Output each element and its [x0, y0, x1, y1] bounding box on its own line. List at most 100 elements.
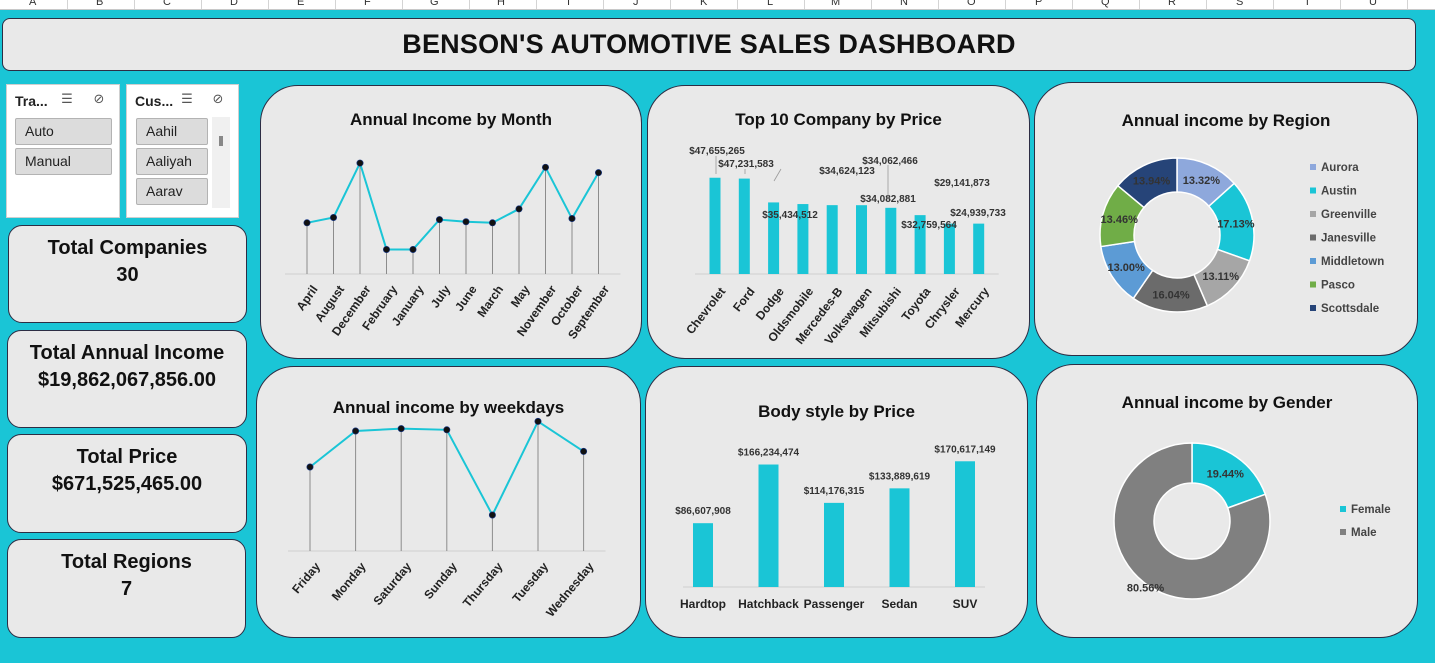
data-point: [303, 219, 311, 227]
dashboard-title: BENSON'S AUTOMOTIVE SALES DASHBOARD: [402, 29, 1016, 59]
column-header[interactable]: A: [29, 0, 37, 8]
slice-label: 13.46%: [1101, 214, 1139, 226]
slicer-header: Tra...: [15, 93, 48, 109]
slice-label: 13.32%: [1183, 175, 1221, 187]
slice: [1113, 442, 1271, 600]
x-tick-label: SUV: [953, 597, 978, 611]
x-tick-label: Hardtop: [680, 597, 726, 611]
clear-filter-icon[interactable]: ⊘: [93, 91, 105, 106]
slice-label: 19.44%: [1207, 468, 1245, 480]
column-header[interactable]: R: [1168, 0, 1176, 8]
column-header[interactable]: H: [497, 0, 505, 8]
kpi-label: Total Companies: [47, 237, 208, 259]
x-tick-label: May: [508, 282, 533, 309]
chart-body-style-by-price[interactable]: Body style by Price $86,607,908 $166,234,…: [645, 366, 1028, 638]
column-header[interactable]: T: [1304, 0, 1311, 8]
kpi-total-companies: Total Companies 30: [8, 225, 247, 323]
chart-title: Annual income by weekdays: [332, 398, 565, 417]
kpi-label: Total Annual Income: [29, 342, 225, 364]
data-label: $47,655,265: [689, 146, 745, 157]
data-point: [534, 417, 542, 425]
x-tick-label: March: [474, 283, 506, 320]
chart-top-10-company-by-price[interactable]: Top 10 Company by Price $47,655,265 $47,2…: [647, 85, 1030, 359]
data-point: [568, 215, 576, 223]
legend-entry: Female: [1351, 504, 1391, 516]
column-header[interactable]: N: [900, 0, 908, 8]
multi-select-icon[interactable]: ☰: [181, 91, 193, 106]
x-tick-label: Hatchback: [738, 597, 799, 611]
chart-annual-income-by-gender[interactable]: Annual income by Gender 19.44% 80.56% Fema…: [1036, 364, 1418, 638]
bar: [943, 223, 955, 274]
region-donut-chart: 13.32% 17.13% 13.11% 16.04% 13.00% 13.46% 13.9…: [1099, 157, 1384, 315]
slicer-item-manual[interactable]: Manual: [15, 148, 112, 175]
column-header[interactable]: J: [633, 0, 639, 8]
slice-label: 13.94%: [1133, 176, 1171, 188]
data-point: [580, 447, 588, 455]
column-header[interactable]: C: [163, 0, 171, 8]
data-point: [409, 245, 417, 253]
column-header[interactable]: G: [430, 0, 439, 8]
bar: [797, 204, 809, 274]
scroll-thumb[interactable]: [219, 136, 223, 146]
data-point: [330, 213, 338, 221]
column-header[interactable]: O: [967, 0, 976, 8]
column-header[interactable]: M: [831, 0, 841, 8]
data-label: $47,231,583: [718, 159, 774, 170]
x-tick-label: Ford: [730, 285, 757, 315]
slicer-scrollbar[interactable]: [212, 117, 230, 208]
gender-donut-chart: 19.44% 80.56% Female Male: [1113, 442, 1391, 600]
data-label: $114,176,315: [804, 486, 865, 497]
x-tick-label: July: [428, 282, 453, 310]
multi-select-icon[interactable]: ☰: [61, 91, 73, 106]
chart-annual-income-by-region[interactable]: Annual income by Region 13.32% 17.13% 13.1…: [1034, 82, 1418, 356]
column-header[interactable]: F: [364, 0, 371, 8]
data-label: $133,889,619: [869, 471, 931, 482]
legend-entry: Austin: [1321, 186, 1357, 198]
column-header[interactable]: Q: [1101, 0, 1110, 8]
slicer-item-auto[interactable]: Auto: [15, 118, 112, 145]
kpi-value: $19,862,067,856.00: [38, 369, 216, 391]
x-tick-label: Thursday: [460, 559, 506, 610]
legend-swatch: [1340, 529, 1346, 535]
customer-slicer[interactable]: Cus... ☰ ⊘ Aahil Aaliyah Aarav: [126, 84, 239, 218]
slicer-item[interactable]: Aaliyah: [136, 148, 208, 175]
data-label: $34,062,466: [862, 156, 918, 167]
slice-label: 16.04%: [1152, 290, 1190, 302]
column-header[interactable]: D: [230, 0, 238, 8]
leader-line: [773, 168, 782, 182]
x-tick-label: Sedan: [881, 597, 917, 611]
column-header[interactable]: B: [96, 0, 104, 8]
column-header[interactable]: L: [767, 0, 774, 8]
bar: [738, 178, 750, 274]
transmission-slicer[interactable]: Tra... ☰ ⊘ Auto Manual: [6, 84, 120, 218]
data-point: [443, 426, 451, 434]
data-label: $24,939,733: [950, 208, 1006, 219]
data-point: [356, 159, 364, 167]
bar: [955, 461, 975, 587]
chart-annual-income-by-weekdays[interactable]: Annual income by weekdays Friday Monday Sa…: [256, 366, 641, 638]
clear-filter-icon[interactable]: ⊘: [212, 91, 224, 106]
legend-swatch: [1310, 187, 1316, 194]
column-header[interactable]: P: [1035, 0, 1043, 8]
data-label: $166,234,474: [738, 448, 800, 459]
slicer-item[interactable]: Aarav: [136, 178, 208, 205]
slice-label: 17.13%: [1217, 218, 1255, 230]
bar: [709, 177, 721, 274]
slicer-item[interactable]: Aahil: [136, 118, 208, 145]
bar: [914, 215, 926, 274]
data-label: $86,607,908: [675, 506, 731, 517]
column-header[interactable]: E: [297, 0, 305, 8]
column-header[interactable]: U: [1369, 0, 1377, 8]
column-header[interactable]: K: [700, 0, 708, 8]
chart-title: Top 10 Company by Price: [735, 110, 942, 129]
bar: [885, 207, 897, 274]
data-point: [488, 511, 496, 519]
kpi-value: $671,525,465.00: [51, 473, 203, 495]
slice-label: 80.56%: [1127, 582, 1165, 594]
column-header[interactable]: S: [1236, 0, 1244, 8]
chart-annual-income-by-month[interactable]: Annual Income by Month April August Decemb…: [260, 85, 642, 359]
column-header[interactable]: I: [567, 0, 571, 8]
legend-entry: Male: [1351, 527, 1377, 539]
data-point: [489, 219, 497, 227]
legend-swatch: [1310, 258, 1316, 264]
